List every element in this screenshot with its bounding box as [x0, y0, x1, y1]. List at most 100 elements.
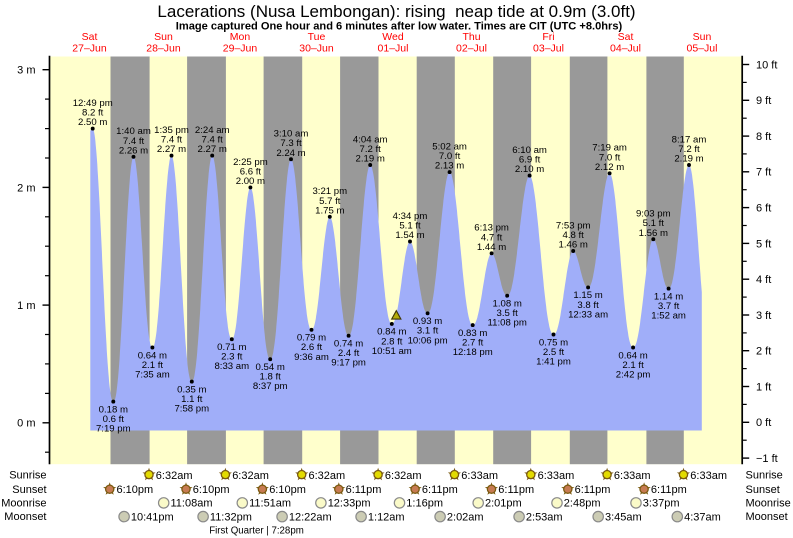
svg-text:2.12 m: 2.12 m — [595, 162, 624, 173]
svg-text:9 ft: 9 ft — [756, 95, 771, 107]
svg-text:0.93 m: 0.93 m — [413, 316, 442, 327]
svg-text:3.8 ft: 3.8 ft — [577, 300, 599, 311]
svg-text:1.54 m: 1.54 m — [395, 230, 424, 241]
svg-text:7.2 ft: 7.2 ft — [678, 144, 700, 155]
svg-text:3.1 ft: 3.1 ft — [417, 326, 439, 337]
svg-text:1.8 ft: 1.8 ft — [260, 372, 282, 383]
svg-text:6:11pm: 6:11pm — [422, 484, 458, 496]
svg-text:7:19 pm: 7:19 pm — [96, 424, 131, 435]
svg-text:6:33am: 6:33am — [690, 470, 727, 482]
svg-text:1 ft: 1 ft — [756, 381, 771, 393]
svg-text:3.7 ft: 3.7 ft — [658, 301, 680, 312]
svg-text:1:16pm: 1:16pm — [406, 498, 443, 510]
svg-text:1 m: 1 m — [17, 300, 35, 312]
svg-text:0 ft: 0 ft — [756, 417, 771, 429]
svg-text:Sunset: Sunset — [12, 484, 46, 496]
svg-text:Sunrise: Sunrise — [746, 470, 783, 482]
svg-text:Mon: Mon — [230, 31, 251, 43]
svg-text:1.46 m: 1.46 m — [559, 240, 588, 251]
svg-text:1.08 m: 1.08 m — [493, 299, 522, 310]
svg-text:3 ft: 3 ft — [756, 310, 771, 322]
svg-text:2.4 ft: 2.4 ft — [338, 348, 360, 359]
svg-text:Tue: Tue — [308, 31, 326, 43]
svg-text:12:18 pm: 12:18 pm — [453, 347, 493, 358]
svg-text:11:08am: 11:08am — [171, 498, 213, 510]
svg-text:1.56 m: 1.56 m — [639, 228, 668, 239]
svg-text:2:53am: 2:53am — [526, 511, 563, 523]
svg-text:9:17 pm: 9:17 pm — [331, 358, 366, 369]
svg-text:2:42 pm: 2:42 pm — [616, 370, 651, 381]
svg-text:1:41 pm: 1:41 pm — [536, 357, 571, 368]
svg-text:2.27 m: 2.27 m — [198, 144, 227, 155]
svg-text:7:35 am: 7:35 am — [135, 370, 170, 381]
svg-text:Thu: Thu — [462, 31, 480, 43]
svg-text:03–Jul: 03–Jul — [533, 43, 564, 55]
svg-text:3:37pm: 3:37pm — [643, 498, 680, 510]
svg-text:0.64 m: 0.64 m — [618, 350, 647, 361]
svg-text:2:01pm: 2:01pm — [485, 498, 522, 510]
svg-text:Sunrise: Sunrise — [9, 470, 46, 482]
svg-text:3:45am: 3:45am — [605, 511, 642, 523]
svg-text:6:10pm: 6:10pm — [269, 484, 306, 496]
svg-text:8 ft: 8 ft — [756, 131, 771, 143]
svg-text:2:02am: 2:02am — [447, 511, 484, 523]
svg-text:3 m: 3 m — [17, 65, 35, 77]
svg-text:4.7 ft: 4.7 ft — [481, 232, 503, 243]
svg-text:6:10pm: 6:10pm — [193, 484, 230, 496]
svg-text:6:10pm: 6:10pm — [117, 484, 154, 496]
svg-text:8:33 am: 8:33 am — [214, 361, 249, 372]
svg-text:Fri: Fri — [542, 31, 554, 43]
svg-text:Sat: Sat — [618, 31, 634, 43]
svg-text:2:24 am: 2:24 am — [195, 125, 230, 136]
svg-text:11:32pm: 11:32pm — [210, 511, 252, 523]
svg-text:27–Jun: 27–Jun — [72, 43, 107, 55]
svg-text:05–Jul: 05–Jul — [687, 43, 718, 55]
svg-text:Moonset: Moonset — [746, 511, 788, 523]
svg-text:0.79 m: 0.79 m — [297, 333, 326, 344]
svg-text:1:12am: 1:12am — [368, 511, 405, 523]
svg-text:1.44 m: 1.44 m — [477, 242, 506, 253]
svg-text:0.74 m: 0.74 m — [334, 339, 363, 350]
svg-text:2.3 ft: 2.3 ft — [221, 352, 243, 363]
svg-text:2:48pm: 2:48pm — [564, 498, 601, 510]
svg-text:Sun: Sun — [693, 31, 712, 43]
svg-text:10:51 am: 10:51 am — [372, 346, 412, 357]
svg-text:2.19 m: 2.19 m — [356, 154, 385, 165]
svg-text:9:36 am: 9:36 am — [294, 352, 329, 363]
svg-text:Moonset: Moonset — [4, 511, 46, 523]
svg-text:9:03 pm: 9:03 pm — [636, 209, 671, 220]
svg-text:01–Jul: 01–Jul — [378, 43, 409, 55]
svg-text:8.2 ft: 8.2 ft — [82, 108, 104, 119]
svg-text:1:40 am: 1:40 am — [116, 126, 151, 137]
svg-text:6:13 pm: 6:13 pm — [474, 223, 509, 234]
svg-text:6:11pm: 6:11pm — [575, 484, 611, 496]
svg-text:6 ft: 6 ft — [756, 203, 771, 215]
svg-text:5:02 am: 5:02 am — [432, 142, 467, 153]
svg-text:3:21 pm: 3:21 pm — [312, 186, 347, 197]
svg-text:7.4 ft: 7.4 ft — [161, 135, 183, 146]
svg-text:1.14 m: 1.14 m — [654, 291, 683, 302]
svg-text:7:58 pm: 7:58 pm — [174, 404, 209, 415]
svg-text:Wed: Wed — [382, 31, 404, 43]
svg-text:4:04 am: 4:04 am — [353, 134, 388, 145]
svg-text:7.2 ft: 7.2 ft — [360, 144, 382, 155]
svg-text:5 ft: 5 ft — [756, 238, 771, 250]
svg-text:3:10 am: 3:10 am — [274, 129, 309, 140]
svg-text:0.75 m: 0.75 m — [539, 337, 568, 348]
svg-text:6:33am: 6:33am — [614, 470, 651, 482]
svg-text:0.84 m: 0.84 m — [377, 327, 406, 338]
svg-text:6.9 ft: 6.9 ft — [519, 155, 541, 166]
svg-text:7:19 am: 7:19 am — [592, 143, 627, 154]
svg-text:2.1 ft: 2.1 ft — [142, 360, 164, 371]
svg-text:7.0 ft: 7.0 ft — [599, 152, 621, 163]
svg-text:Sat: Sat — [82, 31, 98, 43]
svg-text:11:51am: 11:51am — [249, 498, 291, 510]
svg-text:5.7 ft: 5.7 ft — [319, 196, 341, 207]
svg-text:1.15 m: 1.15 m — [573, 290, 602, 301]
svg-text:8:37 pm: 8:37 pm — [253, 381, 288, 392]
svg-text:0.6 ft: 0.6 ft — [103, 414, 125, 425]
svg-text:6.6 ft: 6.6 ft — [240, 166, 262, 177]
svg-text:2 ft: 2 ft — [756, 346, 771, 358]
svg-text:0.54 m: 0.54 m — [256, 362, 285, 373]
svg-text:1:52 am: 1:52 am — [651, 311, 686, 322]
